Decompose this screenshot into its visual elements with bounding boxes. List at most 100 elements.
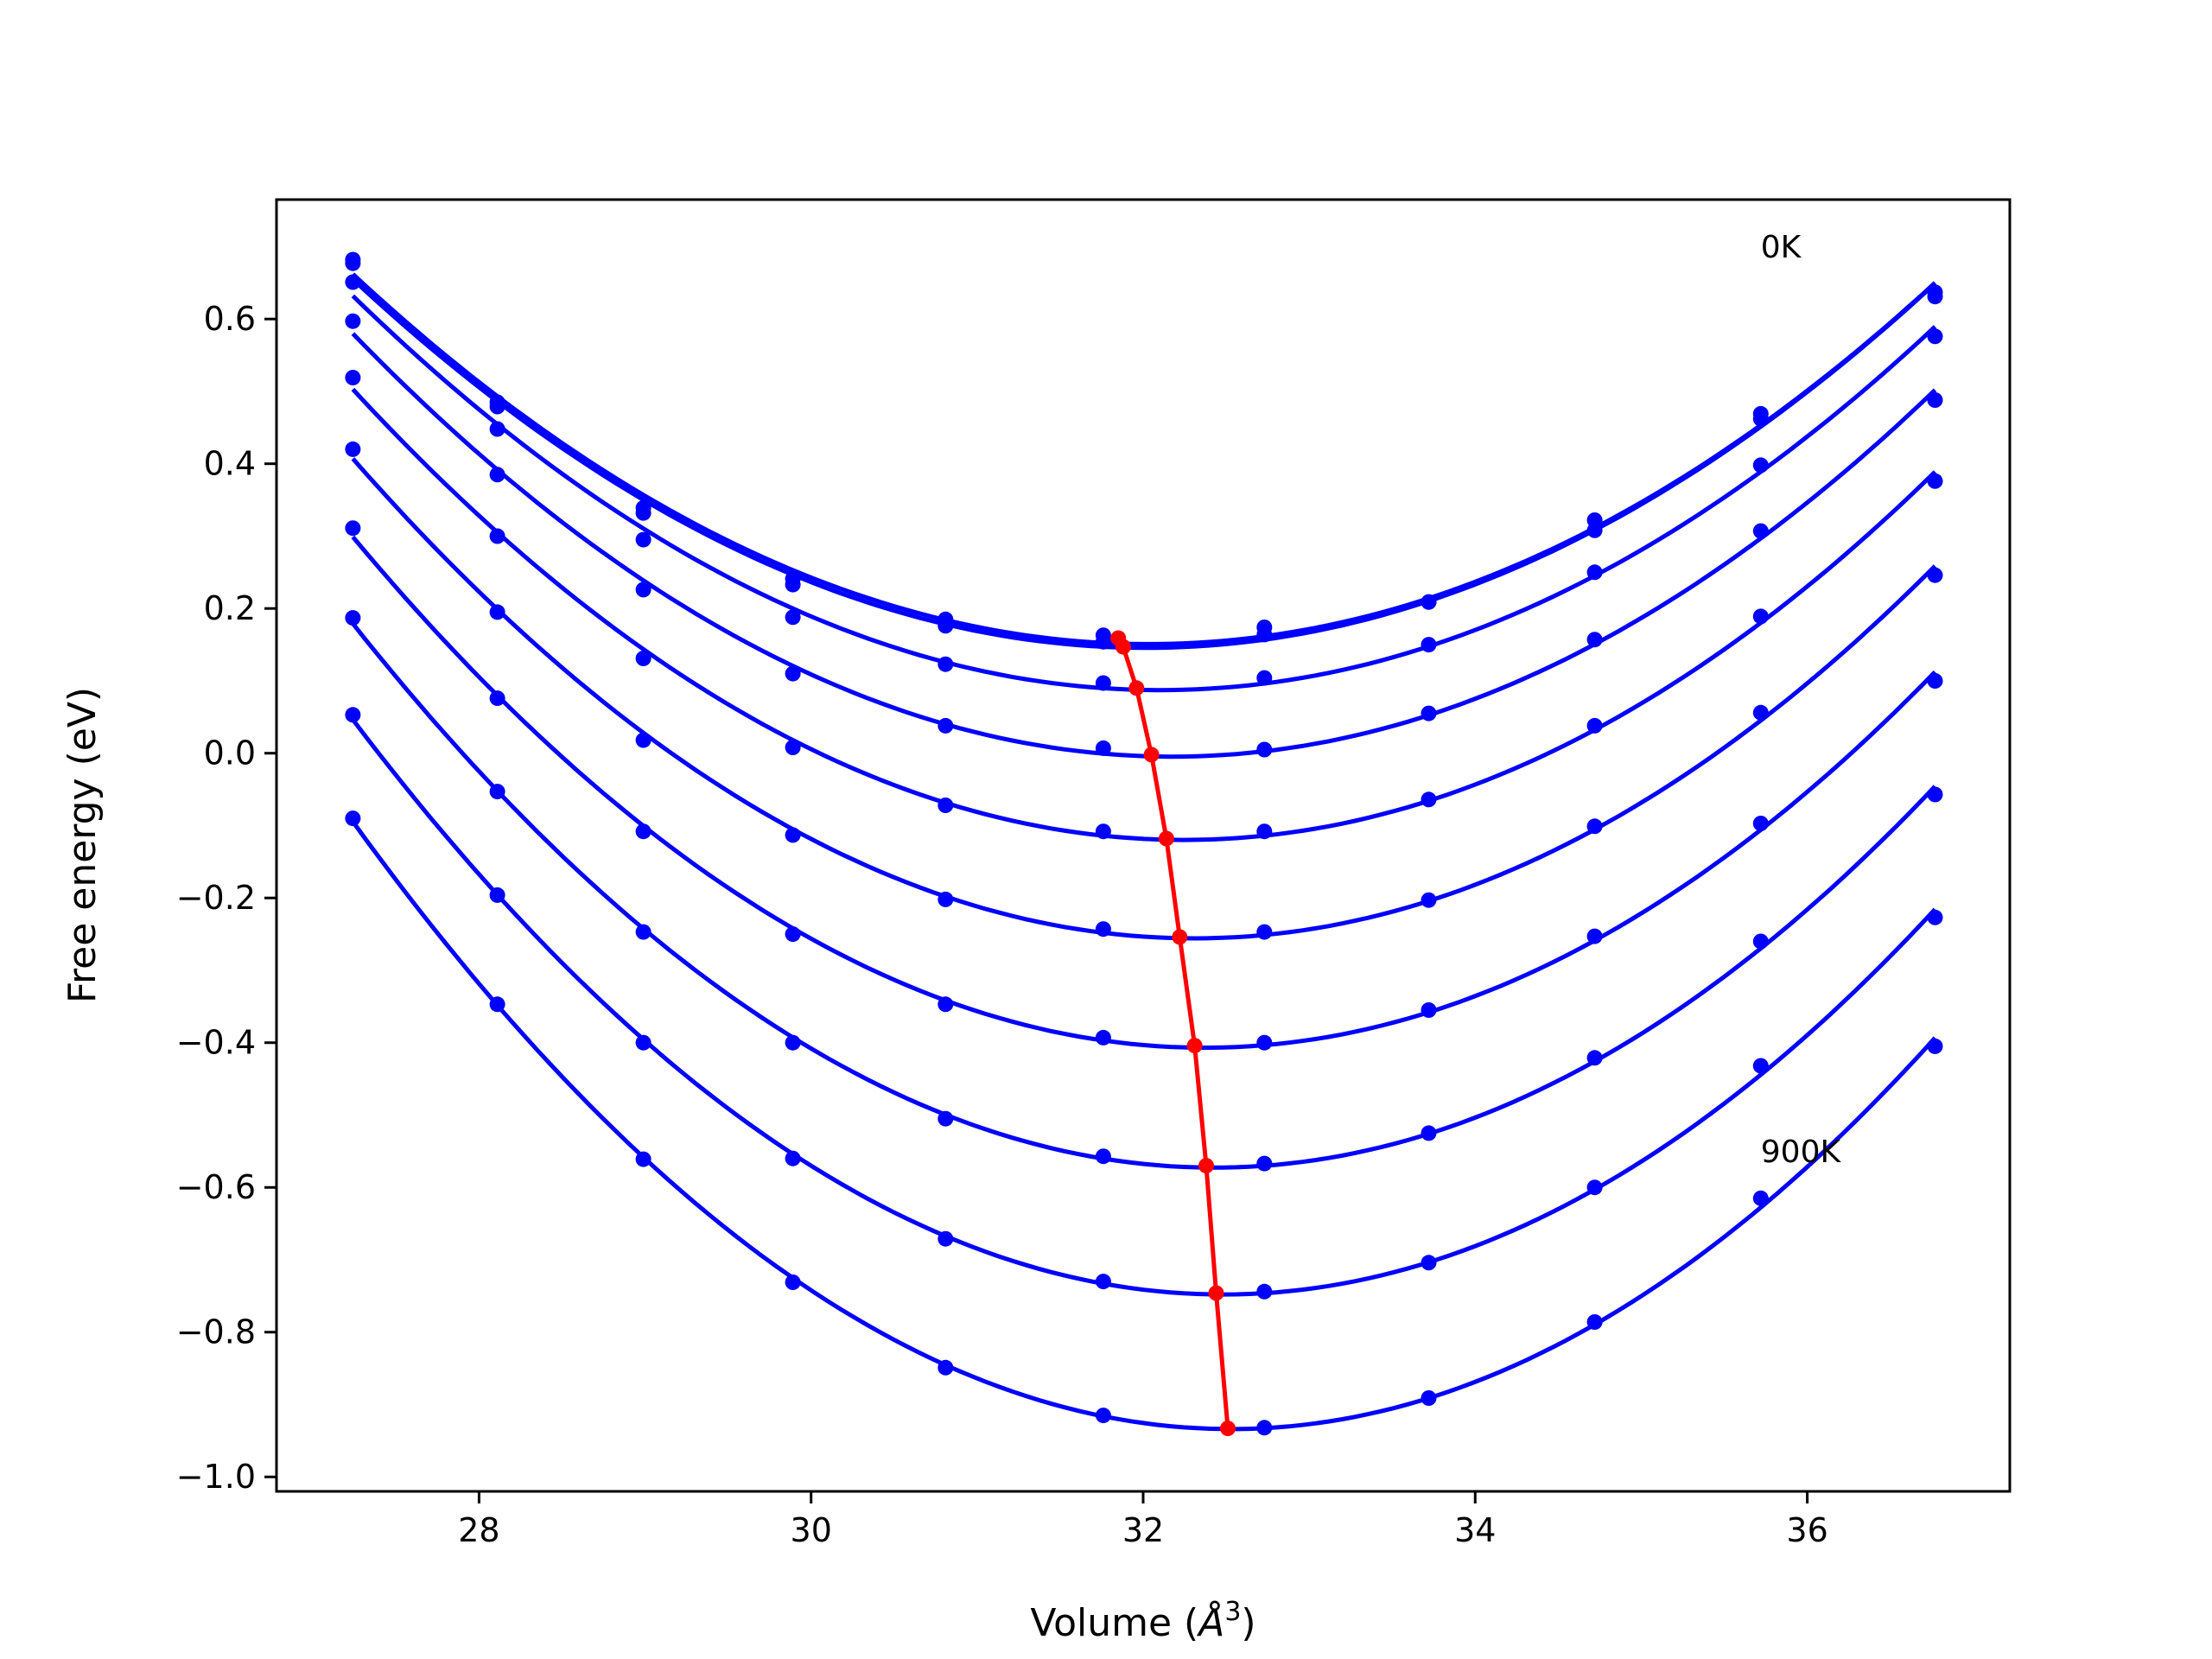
minima-point-3 (1143, 747, 1160, 763)
x-tick-label-3: 34 (1454, 1511, 1496, 1549)
series-4-curve (351, 387, 1937, 842)
series-7-point-9 (1752, 933, 1769, 950)
x-axis-label-text: Volume ( (1030, 1601, 1198, 1645)
series-1-point-9 (1752, 410, 1769, 427)
y-tick-label-0: −1.0 (176, 1458, 256, 1496)
series-9-point-9 (1752, 1190, 1769, 1206)
x-tick-label-1: 30 (791, 1511, 832, 1549)
minima-point-1 (1115, 639, 1131, 655)
x-tick-label-2: 32 (1122, 1511, 1164, 1549)
series-7-point-2 (635, 924, 652, 940)
series-2-point-8 (1586, 564, 1603, 581)
series-5-point-3 (785, 827, 801, 843)
series-8-point-7 (1421, 1255, 1437, 1271)
series-7-point-1 (489, 784, 505, 800)
series-9-point-8 (1586, 1314, 1603, 1330)
series-1-point-2 (635, 505, 652, 521)
series-3-point-2 (635, 582, 652, 598)
y-axis-ticks: −1.0 −0.8 −0.6 −0.4 −0.2 0.0 0.2 0.4 0.6 (176, 300, 276, 1496)
series-9-point-2 (635, 1151, 652, 1167)
minima-point-5 (1172, 929, 1188, 945)
series-5 (345, 441, 1943, 941)
series-8 (345, 707, 1943, 1300)
x-axis-label-close: ) (1241, 1601, 1255, 1645)
series-3-point-1 (489, 467, 505, 483)
series-4-point-4 (938, 798, 954, 813)
minima-point-2 (1128, 680, 1145, 696)
series-9-point-0 (345, 810, 361, 827)
series-1-curve (351, 277, 1937, 651)
x-axis-label-exponent: 3 (1224, 1597, 1241, 1627)
minima-point-9 (1220, 1421, 1236, 1437)
series-5-point-2 (635, 732, 652, 748)
series-2-point-5 (1095, 675, 1111, 691)
series-2-point-10 (1927, 328, 1943, 345)
series-4-point-5 (1095, 823, 1111, 840)
y-tick-label-8: 0.6 (204, 300, 256, 338)
series-9-point-10 (1927, 1038, 1943, 1054)
series-2-point-3 (785, 609, 801, 626)
series-1-point-6 (1256, 626, 1273, 643)
series-7-point-6 (1256, 1155, 1273, 1172)
series-6-point-9 (1752, 816, 1769, 831)
series-7-point-5 (1095, 1148, 1111, 1165)
y-tick-label-2: −0.6 (176, 1168, 256, 1206)
series-6-point-6 (1256, 1034, 1273, 1051)
series-5-point-4 (938, 891, 954, 907)
plot-content (345, 251, 1943, 1437)
minima-point-7 (1198, 1158, 1214, 1174)
series-6-point-8 (1586, 928, 1603, 944)
series-3-point-7 (1421, 705, 1437, 721)
series-7-point-8 (1586, 1050, 1603, 1066)
series-5-point-7 (1421, 892, 1437, 908)
series-8-point-2 (635, 1034, 652, 1051)
series-5-point-0 (345, 441, 361, 457)
series-1 (345, 255, 1943, 651)
series-8-point-8 (1586, 1179, 1603, 1196)
y-tick-label-5: 0.0 (204, 734, 256, 772)
series-1-point-1 (489, 398, 505, 415)
series-8-point-5 (1095, 1274, 1111, 1290)
series-8-point-3 (785, 1150, 801, 1166)
series-4-point-6 (1256, 823, 1273, 840)
series-8-point-4 (938, 1230, 954, 1247)
y-axis-label: Free energy (eV) (60, 687, 105, 1003)
series-9-curve (351, 820, 1937, 1432)
series-5-point-5 (1095, 921, 1111, 938)
y-tick-label-3: −0.4 (176, 1024, 256, 1062)
series-6-point-0 (345, 520, 361, 537)
series-8-curve (351, 718, 1937, 1297)
series-7 (345, 610, 1943, 1172)
series-8-point-1 (489, 887, 505, 903)
series-1-point-5 (1095, 633, 1111, 650)
series-4-point-0 (345, 370, 361, 385)
series-7-curve (351, 622, 1937, 1170)
series-1-point-10 (1927, 289, 1943, 305)
series-1-point-0 (345, 255, 361, 271)
series-3-point-6 (1256, 741, 1273, 758)
series-9 (345, 810, 1943, 1436)
series-6-curve (351, 535, 1937, 1050)
series-5-point-6 (1256, 924, 1273, 940)
series-7-point-0 (345, 610, 361, 626)
series-5-curve (351, 457, 1937, 941)
x-axis-label-unit: Å (1196, 1599, 1224, 1645)
x-tick-label-4: 36 (1786, 1511, 1827, 1549)
series-2-point-4 (938, 656, 954, 672)
series-8-point-9 (1752, 1058, 1769, 1074)
series-5-point-9 (1752, 704, 1769, 721)
series-2-point-1 (489, 421, 505, 437)
series-8-point-0 (345, 707, 361, 723)
series-7-point-4 (938, 1110, 954, 1127)
series-8-point-6 (1256, 1283, 1273, 1300)
series-9-point-7 (1421, 1390, 1437, 1406)
series-4 (345, 370, 1943, 842)
series-2-point-9 (1752, 457, 1769, 474)
series-2-point-7 (1421, 637, 1437, 653)
y-tick-label-4: −0.2 (176, 879, 256, 917)
minima-line (1116, 637, 1230, 1429)
series-6 (345, 520, 1943, 1051)
series-4-point-3 (785, 740, 801, 755)
series-6-point-1 (489, 690, 505, 707)
